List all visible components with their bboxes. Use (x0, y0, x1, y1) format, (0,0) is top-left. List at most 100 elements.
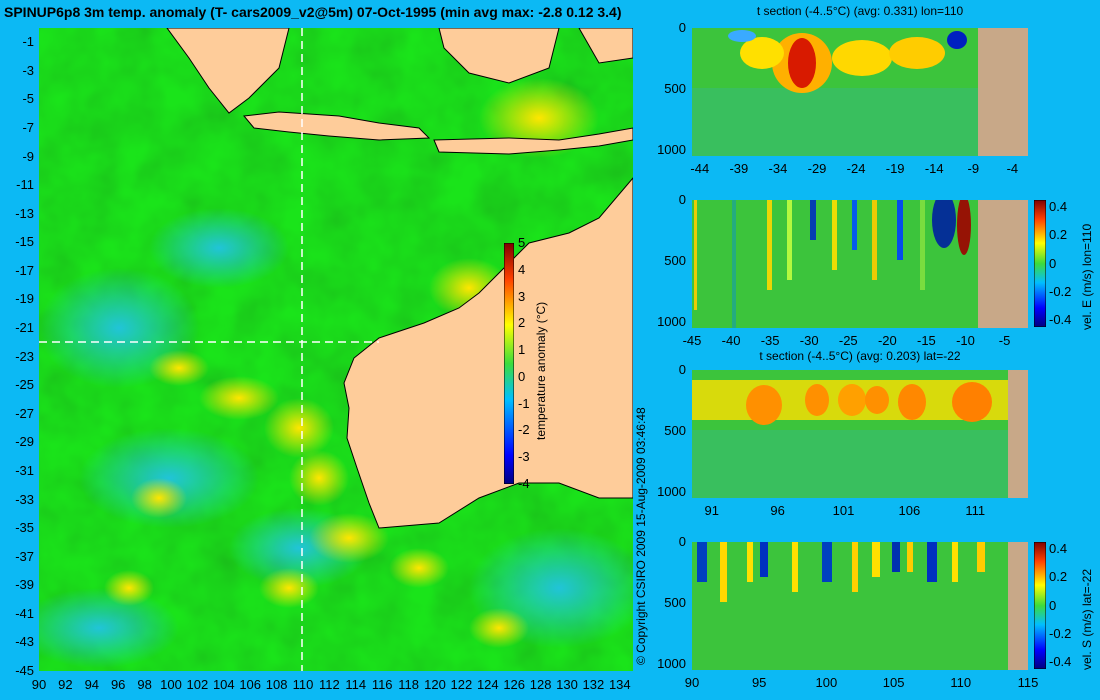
map-lon-tick: 124 (476, 677, 499, 692)
map-lat-tick: -5 (22, 91, 34, 107)
map-lat-tick: -21 (15, 320, 34, 336)
panel4-colorbar-label: vel. S (m/s) lat=-22 (1080, 568, 1094, 670)
map-lon-tick: 114 (345, 677, 367, 692)
panel1-x-tick: -44 (690, 161, 710, 176)
sumatra (166, 28, 290, 114)
panel4-x-tick: 115 (1017, 675, 1039, 690)
map-lon-tick: 130 (556, 677, 578, 692)
panel2-y-tick: 0 (678, 192, 686, 207)
map-lon-tick: 128 (529, 677, 552, 692)
panel4-x-tick: 110 (950, 675, 972, 690)
map-lon-tick: 106 (239, 677, 262, 692)
panel3-y-tick: 0 (678, 362, 686, 377)
panel4-vel-s-lat-22[interactable] (692, 542, 1028, 670)
panel2-colorbar (1034, 200, 1046, 327)
panel2-x-tick: -25 (838, 333, 858, 348)
map-lat-tick: -29 (15, 434, 34, 450)
map-lon-tick: 90 (31, 677, 47, 692)
panel1-x-tick: -19 (885, 161, 905, 176)
map-lon-tick: 110 (292, 677, 314, 692)
map-lon-tick: 94 (84, 677, 100, 692)
map-lat-tick: -3 (22, 62, 34, 78)
panel4-colorbar-tick: 0.2 (1049, 569, 1068, 585)
map-colorbar-tick: 5 (518, 235, 526, 250)
panel4-x-tick: 105 (882, 675, 905, 690)
panel3-t-section-lat-22[interactable] (692, 370, 1028, 498)
map-lat-tick: -17 (15, 262, 34, 278)
panel3-y-tick: 1000 (657, 483, 686, 499)
map-lon-tick: 98 (137, 677, 152, 692)
panel1-title: t section (-4..5°C) (avg: 0.331) lon=110 (756, 4, 964, 18)
panel4-colorbar (1034, 542, 1046, 669)
map-lat-tick: -35 (15, 520, 34, 536)
map-lon-tick: 102 (186, 677, 209, 692)
panel4-colorbar-tick: 0 (1049, 597, 1057, 613)
panel4-colorbar-tick: -0.2 (1049, 625, 1072, 641)
panel3-y-tick: 500 (664, 422, 686, 438)
panel1-x-tick: -29 (807, 161, 827, 176)
map-lon-tick: 120 (424, 677, 446, 692)
warm-eddies (104, 78, 599, 648)
map-lat-tick: -45 (15, 663, 34, 678)
panel3-x-tick: 101 (832, 503, 855, 518)
map-lat-tick: -7 (22, 120, 34, 136)
panel2-x-tick: -20 (877, 333, 897, 348)
panel1-x-tick: -39 (729, 161, 749, 176)
panel2-colorbar-tick: -0.4 (1049, 311, 1072, 327)
panel1-x-tick: -24 (846, 161, 866, 176)
map-colorbar-tick: 1 (518, 342, 526, 358)
panel2-colorbar-tick: 0 (1049, 255, 1057, 271)
map-colorbar-tick: -2 (518, 422, 530, 438)
panel3-x-tick: 91 (704, 503, 719, 518)
copyright-text: © Copyright CSIRO 2009 15-Aug-2009 03:46… (634, 407, 648, 665)
map-lon-tick: 92 (58, 677, 73, 692)
panel4-x-tick: 90 (684, 675, 700, 690)
panel1-x-tick: -34 (768, 161, 788, 176)
map-lat-tick: -37 (15, 548, 34, 564)
map-colorbar-tick: 0 (518, 368, 526, 384)
map-lat-tick: -33 (15, 491, 34, 507)
panel2-x-tick: -35 (760, 333, 780, 348)
map-lon-tick: 122 (450, 677, 473, 692)
sulawesi (578, 28, 633, 64)
map-lat-tick: -15 (15, 234, 34, 250)
map-lon-tick: 126 (503, 677, 526, 692)
panel2-vel-e-lon110[interactable] (692, 200, 1028, 328)
panel4-y-tick: 0 (678, 534, 686, 549)
map-lat-tick: -23 (15, 348, 34, 364)
map-lat-tick: -39 (15, 577, 34, 593)
panel4-x-tick: 100 (815, 675, 838, 690)
panel1-y-tick: 0 (678, 20, 686, 35)
panel1-t-section-lon110[interactable] (692, 28, 1028, 156)
panel1-x-tick: -4 (1006, 161, 1019, 176)
panel2-y-tick: 500 (664, 252, 686, 268)
map-lat-tick: -13 (15, 205, 34, 221)
panel2-y-tick: 1000 (657, 313, 686, 329)
panel1-y-tick: 1000 (657, 141, 686, 157)
map-colorbar-tick: -1 (518, 395, 530, 411)
panel2-x-tick: -15 (917, 333, 936, 348)
panel2-x-tick: -30 (799, 333, 819, 348)
panel2-colorbar-tick: 0.4 (1049, 199, 1068, 215)
panel2-colorbar-tick: -0.2 (1049, 283, 1072, 299)
panel3-x-tick: 111 (965, 503, 986, 518)
panel4-y-tick: 1000 (657, 655, 686, 671)
landmass (166, 28, 633, 529)
map-lon-tick: 116 (371, 677, 393, 692)
map-lon-tick: 108 (265, 677, 288, 692)
map-colorbar-tick: 2 (518, 315, 526, 331)
panel2-x-tick: -5 (998, 333, 1011, 348)
java (243, 111, 431, 141)
panel2-colorbar-label: vel. E (m/s) lon=110 (1080, 223, 1094, 330)
map-title: SPINUP6p8 3m temp. anomaly (T- cars2009_… (4, 4, 622, 20)
panel4-colorbar-tick: -0.4 (1049, 653, 1072, 669)
map-colorbar-tick: 3 (518, 288, 526, 304)
bali-timor (433, 127, 633, 155)
map-lat-tick: -11 (16, 177, 34, 193)
temperature-map[interactable] (39, 28, 633, 671)
map-lon-tick: 132 (582, 677, 605, 692)
panel1-x-tick: -14 (924, 161, 944, 176)
panel3-title: t section (-4..5°C) (avg: 0.203) lat=-22 (759, 349, 961, 363)
map-lat-tick: -41 (15, 605, 34, 621)
panel4-colorbar-tick: 0.4 (1049, 541, 1068, 557)
